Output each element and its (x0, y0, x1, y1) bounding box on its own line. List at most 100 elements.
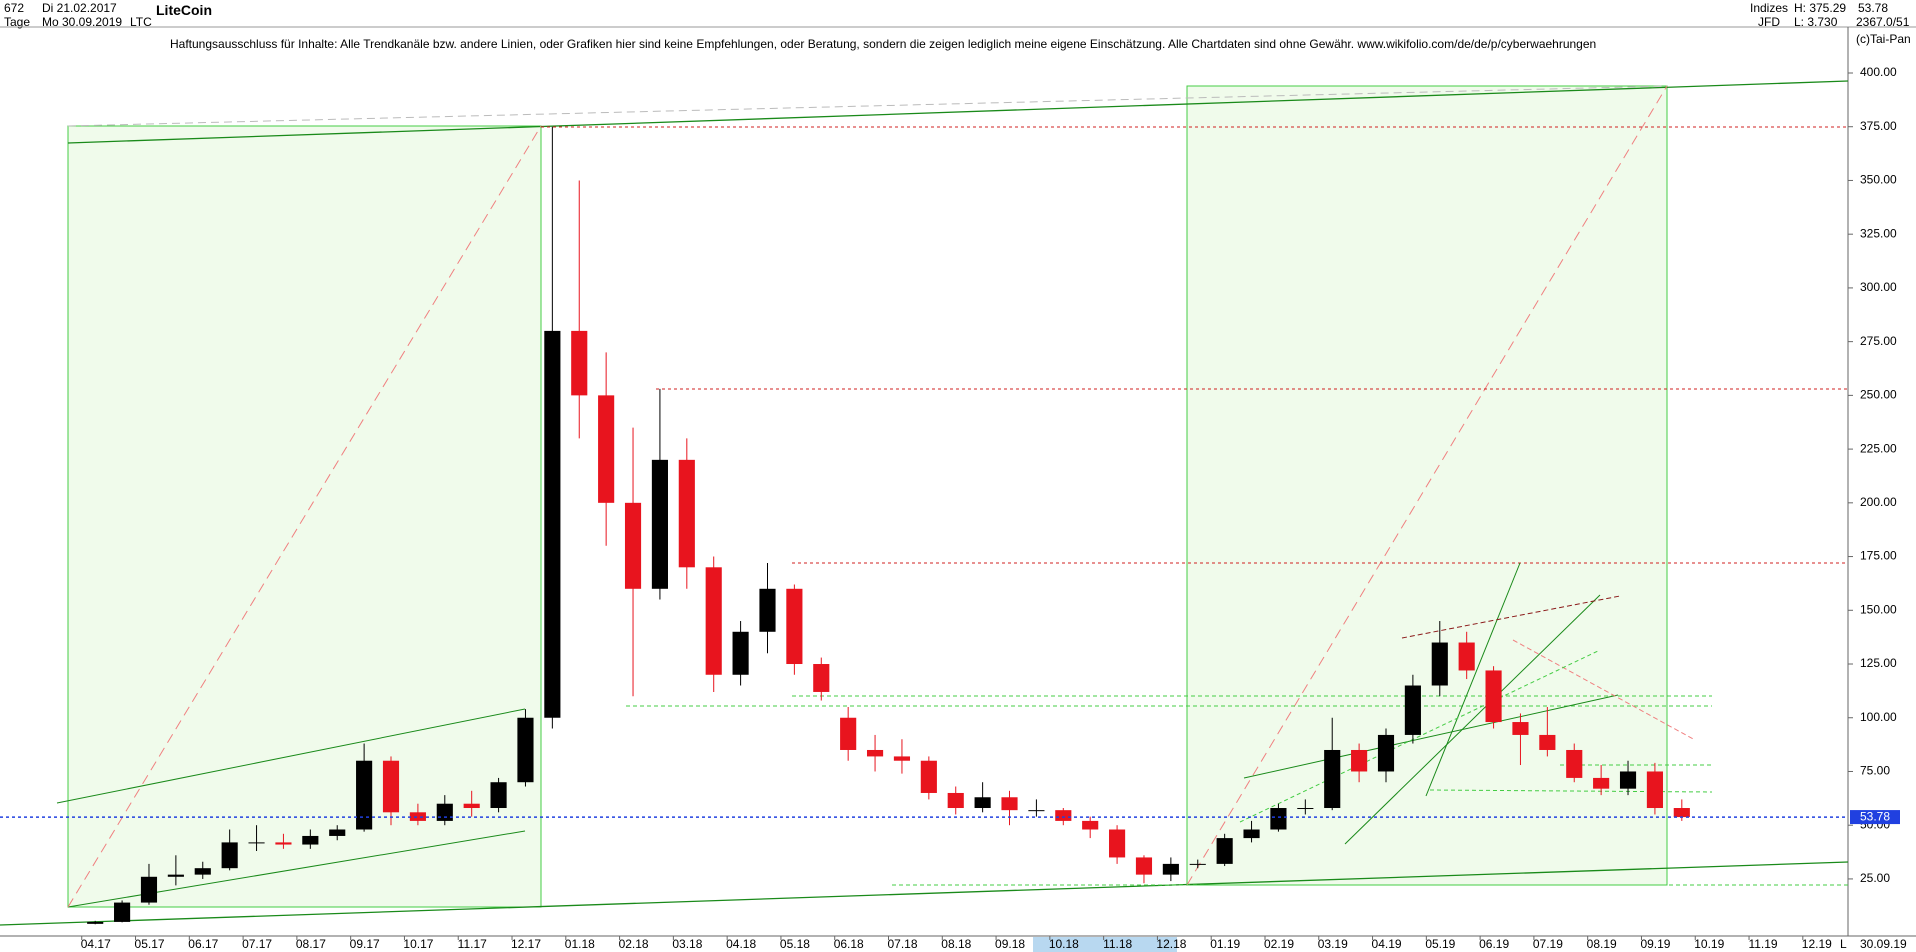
candle-body (1189, 863, 1206, 865)
candle-body (1001, 797, 1018, 811)
trend-line (0, 861, 1849, 926)
last: 53.78 (1858, 1, 1889, 15)
candle-body (651, 459, 668, 589)
candle-body (248, 842, 265, 844)
candle-body (598, 395, 615, 503)
candle-body (1404, 685, 1421, 735)
name: LiteCoin (156, 2, 212, 18)
candle-body (167, 874, 184, 877)
candle-body (1377, 734, 1395, 772)
candle-body (678, 459, 695, 568)
low: L: 3.730 (1794, 15, 1838, 29)
candle-body (1458, 642, 1475, 671)
y-tick-label: 175.00 (1860, 549, 1897, 563)
market: Indizes (1750, 1, 1789, 15)
x-tick-label: 05.17 (135, 937, 165, 951)
candle-body (1566, 749, 1583, 778)
copyright: (c)Tai-Pan (1856, 32, 1911, 46)
candle-body (382, 760, 400, 813)
candle-body (866, 749, 884, 757)
stats: 2367.0/51 (1856, 15, 1910, 29)
x-tick-label: 01.19 (1210, 937, 1240, 951)
y-tick-label: 400.00 (1860, 65, 1897, 79)
x-tick-label: 12.19 (1802, 937, 1832, 951)
candle-body (840, 717, 857, 750)
level-line (1429, 789, 1713, 793)
x-tick-label: 09.19 (1640, 937, 1670, 951)
end-date[interactable]: Mo 30.09.2019 (42, 15, 123, 29)
x-tick-label: 01.18 (565, 937, 595, 951)
x-tick-label: 11.17 (458, 937, 487, 951)
candle-body (87, 921, 104, 924)
x-tick-label: 10.19 (1694, 937, 1724, 951)
x-tick-label: 11.18 (1103, 937, 1132, 951)
x-tick-label: 11.19 (1748, 937, 1777, 951)
candle-body (1135, 857, 1153, 875)
candle-body (1646, 771, 1663, 809)
x-tick-label: 09.18 (995, 937, 1025, 951)
period[interactable]: Tage (4, 15, 31, 29)
candle-body (140, 876, 158, 903)
y-tick-label: 150.00 (1860, 602, 1897, 616)
count[interactable]: 672 (4, 1, 25, 15)
candle-body (409, 812, 426, 821)
candle-body (1082, 820, 1099, 830)
candle-body (786, 588, 803, 665)
candle-body (571, 330, 588, 396)
start-date[interactable]: Di 21.02.2017 (42, 1, 117, 15)
candle-body (1216, 838, 1233, 864)
candle-body (221, 842, 238, 869)
candle-body (1673, 808, 1690, 818)
x-tick-label: 07.17 (242, 937, 272, 951)
candle-body (114, 902, 131, 922)
x-tick-label: 09.17 (350, 937, 380, 951)
y-tick-label: 25.00 (1860, 871, 1890, 885)
candle-body (490, 782, 507, 809)
x-tick-label: 03.18 (672, 937, 702, 951)
x-tick-label: 10.17 (403, 937, 433, 951)
y-tick-label: 125.00 (1860, 656, 1897, 670)
candle-body (624, 502, 642, 589)
x-tick-label: 08.19 (1587, 937, 1617, 951)
candle-body (463, 803, 480, 809)
symbol: LTC (130, 15, 152, 29)
candle-body (1539, 734, 1556, 750)
drawings (0, 80, 1849, 926)
candle-body (1055, 810, 1072, 821)
candle-body (1109, 829, 1126, 858)
candle-body (1485, 670, 1502, 723)
x-highlight (1033, 937, 1177, 952)
x-tick-label: 03.19 (1318, 937, 1348, 951)
x-tick-label: 10.18 (1049, 937, 1079, 951)
x-tick-label: 04.17 (81, 937, 111, 951)
y-tick-label: 75.00 (1860, 764, 1890, 778)
candle-body (1512, 722, 1529, 735)
x-tick-label: 02.19 (1264, 937, 1294, 951)
candle-body (436, 803, 453, 821)
last-price-label: 53.78 (1860, 809, 1890, 823)
high: H: 375.29 (1794, 1, 1847, 15)
y-tick-label: 200.00 (1860, 495, 1897, 509)
candle-body (920, 760, 937, 793)
candle-body (1162, 863, 1179, 875)
candle-body (947, 792, 964, 809)
footer-date: 30.09.19 (1860, 937, 1907, 951)
x-tick-label: 08.18 (941, 937, 971, 951)
x-tick-label: 05.18 (780, 937, 810, 951)
y-tick-label: 300.00 (1860, 280, 1897, 294)
footer-mode: L (1840, 937, 1847, 951)
x-tick-label: 12.17 (511, 937, 541, 951)
candle-body (1270, 808, 1287, 830)
y-tick-label: 250.00 (1860, 388, 1897, 402)
candle-body (356, 760, 373, 830)
candle-body (517, 717, 534, 783)
candle-body (544, 330, 561, 718)
x-tick-label: 08.17 (296, 937, 326, 951)
y-tick-label: 375.00 (1860, 119, 1897, 133)
candle-body (1243, 829, 1260, 839)
candle-body (1593, 777, 1610, 789)
x-tick-label: 02.18 (619, 937, 649, 951)
candle-body (732, 631, 749, 675)
broker: JFD (1758, 15, 1780, 29)
